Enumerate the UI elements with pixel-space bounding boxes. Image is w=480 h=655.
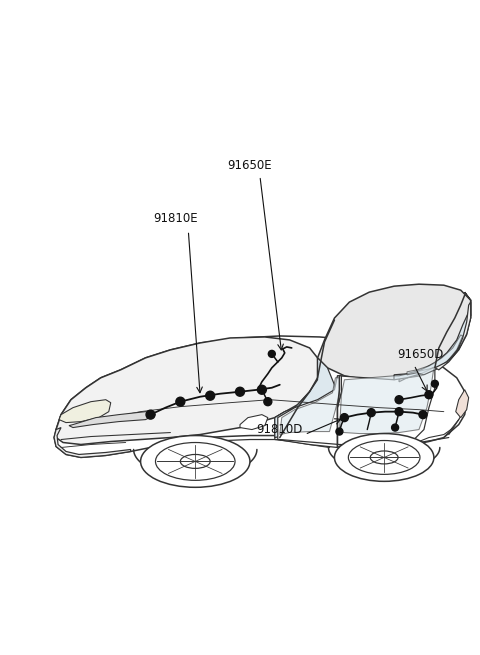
Text: 91650E: 91650E [228, 159, 272, 172]
Polygon shape [56, 337, 318, 445]
Polygon shape [337, 367, 435, 447]
Circle shape [425, 391, 433, 399]
Ellipse shape [141, 436, 250, 487]
Ellipse shape [180, 455, 210, 468]
Polygon shape [280, 378, 339, 434]
Polygon shape [59, 400, 111, 422]
Circle shape [146, 410, 155, 419]
Text: 91810E: 91810E [153, 212, 198, 225]
Polygon shape [54, 336, 467, 457]
Ellipse shape [348, 441, 420, 474]
Polygon shape [275, 376, 344, 447]
Polygon shape [275, 358, 335, 438]
Circle shape [395, 407, 403, 416]
Polygon shape [407, 292, 471, 378]
Circle shape [392, 424, 398, 431]
Ellipse shape [370, 451, 398, 464]
Circle shape [236, 387, 244, 396]
Polygon shape [69, 411, 156, 428]
Circle shape [395, 396, 403, 403]
Circle shape [367, 409, 375, 417]
Ellipse shape [335, 434, 434, 481]
Polygon shape [394, 312, 471, 380]
Text: 91650D: 91650D [397, 348, 444, 362]
Polygon shape [339, 368, 434, 434]
Polygon shape [435, 302, 471, 370]
Polygon shape [456, 390, 468, 418]
Circle shape [432, 381, 438, 387]
Ellipse shape [156, 443, 235, 480]
Polygon shape [318, 284, 471, 380]
Circle shape [257, 385, 266, 394]
Circle shape [340, 414, 348, 422]
Circle shape [264, 398, 272, 405]
Text: 91810D: 91810D [257, 423, 303, 436]
Polygon shape [407, 335, 463, 375]
Polygon shape [240, 415, 268, 430]
Circle shape [268, 350, 276, 358]
Circle shape [176, 397, 185, 406]
Circle shape [206, 391, 215, 400]
Polygon shape [278, 376, 341, 447]
Polygon shape [54, 428, 131, 457]
Circle shape [419, 411, 427, 419]
Circle shape [336, 428, 343, 435]
